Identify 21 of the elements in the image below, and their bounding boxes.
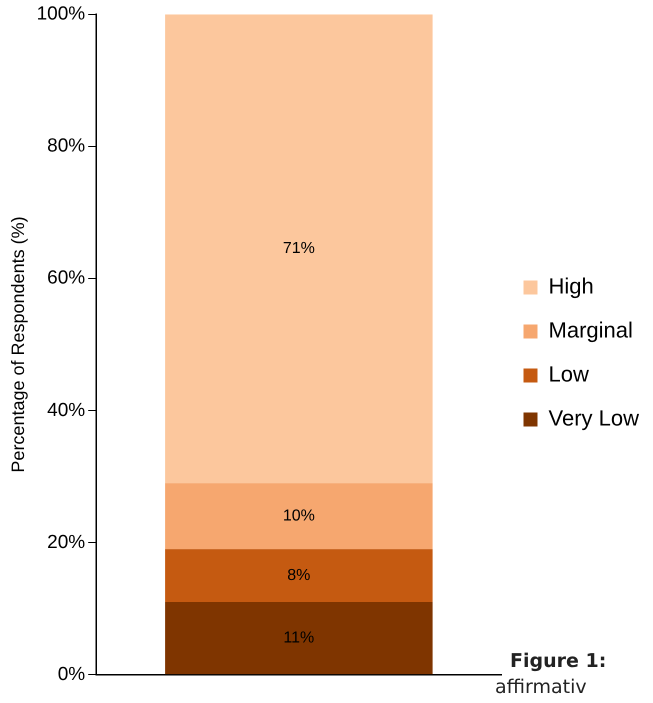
y-tick-label: 60%: [47, 268, 86, 289]
y-tick-label: 80%: [47, 136, 86, 157]
bar: [165, 602, 433, 674]
data-label: 11%: [283, 629, 314, 646]
y-tick-label: 0%: [58, 664, 86, 685]
text: affirmativ: [495, 676, 587, 698]
legend-label: Low: [548, 362, 589, 387]
legend-label: High: [548, 274, 594, 299]
caption: Figure 1:: [510, 650, 606, 672]
legend-label: Very Low: [548, 406, 640, 431]
data-label: 10%: [282, 508, 315, 525]
bar: [165, 483, 433, 550]
y-axis-title: Percentage of Respondents (%): [8, 216, 28, 473]
legend-label: Marginal: [548, 318, 633, 343]
bar: [165, 549, 433, 602]
bar: [165, 14, 433, 484]
data-label: 8%: [287, 566, 310, 584]
y-tick-label: 20%: [47, 532, 86, 553]
data-label: 71%: [282, 240, 315, 258]
y-tick-label: 40%: [47, 400, 86, 421]
y-tick-label: 100%: [36, 4, 86, 25]
